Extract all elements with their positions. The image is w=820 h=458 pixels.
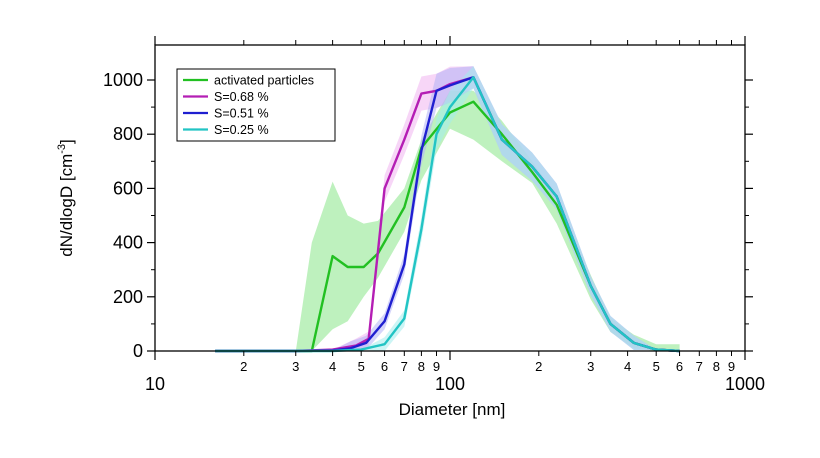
x-axis-label: Diameter [nm] (399, 400, 506, 419)
x-minor-tick-label: 6 (381, 359, 388, 374)
y-axis-label-exponent: -3 (56, 144, 68, 154)
legend-label: S=0.25 % (214, 123, 269, 137)
x-minor-tick-label: 2 (240, 359, 247, 374)
y-tick-label: 400 (113, 233, 143, 253)
x-minor-tick-label: 7 (696, 359, 703, 374)
x-minor-tick-label: 6 (676, 359, 683, 374)
x-minor-tick-label: 5 (653, 359, 660, 374)
axis-ticks (147, 36, 753, 360)
y-tick-label: 1000 (103, 70, 143, 90)
legend: activated particles S=0.68 % S=0.51 % S=0.2… (176, 68, 336, 142)
y-tick-label: 600 (113, 178, 143, 198)
x-minor-tick-label: 7 (401, 359, 408, 374)
x-minor-tick-label: 3 (292, 359, 299, 374)
legend-label: activated particles (214, 74, 314, 88)
y-axis-label-main: dN/dlogD [cm (57, 154, 76, 257)
x-minor-tick-label: 2 (535, 359, 542, 374)
x-major-tick-label: 1000 (725, 374, 765, 394)
y-axis-label-close: ] (57, 139, 76, 144)
band-series-3 (215, 66, 680, 352)
y-tick-label: 0 (133, 341, 143, 361)
y-tick-label: 800 (113, 124, 143, 144)
x-minor-tick-label: 8 (713, 359, 720, 374)
x-minor-tick-label: 4 (624, 359, 631, 374)
series-line-3 (215, 76, 680, 353)
legend-label: S=0.68 % (214, 90, 269, 104)
y-axis-label: dN/dlogD [cm-3] (56, 139, 76, 257)
uncertainty-bands (215, 66, 680, 352)
x-major-tick-label: 100 (435, 374, 465, 394)
x-minor-tick-label: 3 (587, 359, 594, 374)
x-minor-tick-label: 4 (329, 359, 336, 374)
legend-label: S=0.51 % (214, 107, 269, 121)
x-minor-tick-label: 8 (418, 359, 425, 374)
band-series-0 (215, 90, 680, 352)
x-minor-tick-label: 5 (358, 359, 365, 374)
x-minor-tick-label: 9 (728, 359, 735, 374)
y-tick-label: 200 (113, 287, 143, 307)
x-minor-tick-label: 9 (433, 359, 440, 374)
x-major-tick-label: 10 (145, 374, 165, 394)
